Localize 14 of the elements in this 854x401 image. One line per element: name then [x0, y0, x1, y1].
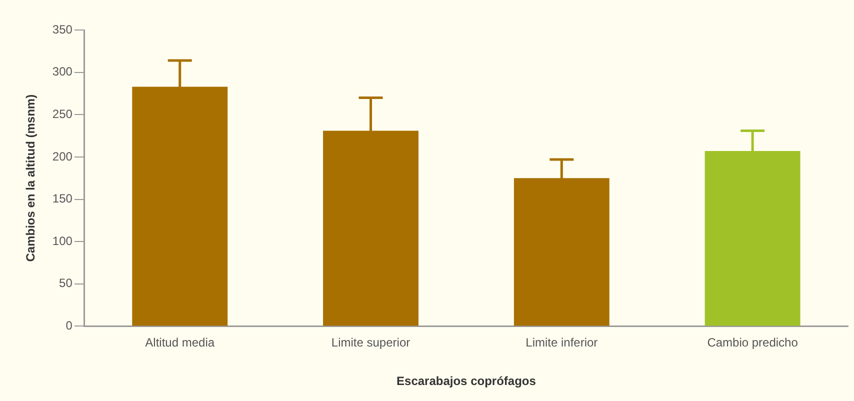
x-tick-label: Limite inferior	[526, 336, 598, 350]
x-tick-label: Altitud media	[145, 336, 215, 350]
y-tick-label: 0	[66, 318, 73, 333]
x-tick-label: Cambio predicho	[707, 336, 798, 350]
y-tick-label: 100	[52, 234, 73, 248]
x-tick-label: Limite superior	[331, 336, 410, 350]
y-tick-label: 250	[52, 106, 73, 121]
y-tick-label: 300	[52, 64, 73, 79]
y-tick-label: 200	[52, 149, 73, 164]
x-axis-title: Escarabajos coprófagos	[396, 374, 536, 388]
y-tick-label: 350	[52, 22, 73, 36]
y-tick-label: 50	[59, 276, 73, 290]
y-tick-label: 150	[52, 192, 73, 206]
y-axis-title: Cambios en la altitud (msnm)	[24, 94, 38, 262]
